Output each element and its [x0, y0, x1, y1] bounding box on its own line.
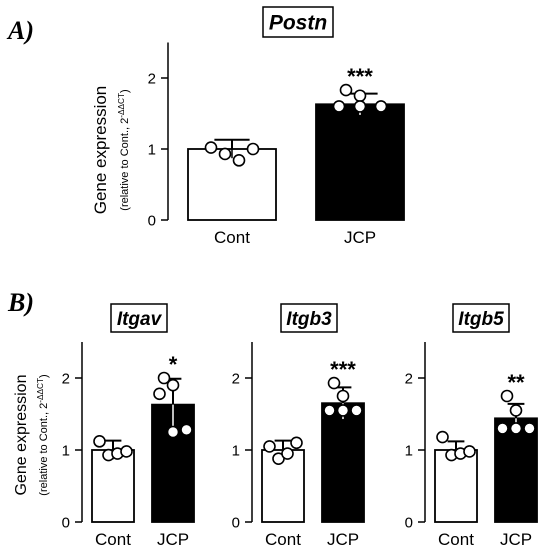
gene-title-box [280, 303, 338, 333]
y-tick-label: 1 [405, 442, 413, 459]
data-point [232, 154, 246, 167]
y-axis-sublabel: (relative to Cont., 2-ΔΔCT) [36, 374, 50, 495]
data-point [332, 100, 346, 113]
gene-title-box [262, 6, 334, 38]
data-point [166, 425, 180, 439]
y-tick-label: 0 [405, 514, 413, 531]
y-tick-label: 0 [232, 514, 240, 531]
data-point [339, 83, 353, 97]
panel-a-label: A) [6, 16, 34, 45]
significance-marker: * [169, 352, 178, 377]
category-label: Cont [95, 530, 131, 549]
y-tick-label: 2 [232, 370, 240, 387]
y-axis-sublabel-prefix: (relative to Cont., 2 [119, 118, 131, 211]
category-label: Cont [438, 530, 474, 549]
bar-jcp [315, 103, 405, 221]
significance-marker: *** [330, 357, 356, 382]
data-point [204, 141, 218, 154]
y-axis-label: Gene expression [91, 86, 110, 215]
y-tick-label: 2 [148, 70, 156, 87]
data-point [436, 430, 449, 444]
gene-title-box [110, 303, 168, 333]
y-tick-label: 1 [148, 141, 156, 158]
y-axis-sublabel: (relative to Cont., 2-ΔΔCT) [117, 89, 131, 210]
bar-cont [91, 449, 135, 523]
data-point [290, 436, 303, 450]
data-point [246, 142, 260, 156]
data-point [166, 378, 180, 392]
data-point [180, 423, 193, 437]
data-point [509, 422, 523, 435]
data-point [353, 89, 367, 103]
data-point [496, 422, 509, 435]
category-label: JCP [327, 530, 359, 549]
y-tick-label: 1 [232, 442, 240, 459]
category-label: JCP [344, 228, 376, 247]
gene-title: Itgav [117, 309, 163, 330]
data-point [523, 422, 536, 435]
data-point [263, 440, 276, 453]
data-point [327, 376, 341, 390]
category-label: JCP [157, 530, 189, 549]
data-point [500, 389, 514, 403]
data-point [350, 404, 363, 417]
y-tick-label: 1 [62, 442, 70, 459]
bar-cont [187, 148, 277, 221]
y-tick-label: 2 [62, 370, 70, 387]
y-tick-label: 2 [405, 370, 413, 387]
y-tick-label: 0 [62, 514, 70, 531]
panel-b-label: B) [7, 288, 34, 317]
significance-marker: ** [507, 370, 525, 395]
panel-itgb5: Itgb5 0 1 2 Cont JCP ** [405, 303, 538, 549]
y-axis-sublabel-suffix: ) [119, 89, 131, 93]
data-point [509, 404, 523, 417]
data-point [153, 387, 166, 401]
y-axis-sublabel-exp: -ΔΔCT [36, 378, 45, 403]
data-point [374, 100, 388, 113]
data-point [120, 445, 133, 458]
data-point [323, 404, 336, 417]
data-point [93, 435, 106, 448]
category-label: Cont [214, 228, 250, 247]
bar-cont [434, 449, 478, 523]
bar-jcp [321, 402, 365, 523]
y-tick-label: 0 [148, 212, 156, 229]
data-point [336, 404, 350, 417]
data-point [281, 447, 294, 460]
data-point [157, 371, 171, 385]
gene-title: Postn [269, 12, 327, 35]
data-point [336, 389, 350, 403]
y-axis-sublabel-suffix: ) [38, 374, 50, 378]
y-axis-sublabel-prefix: (relative to Cont., 2 [38, 403, 50, 496]
data-point [218, 147, 232, 161]
significance-marker: *** [347, 64, 373, 89]
panel-itgav: Itgav 0 1 2 Cont JCP * Gene expression (relative… [13, 303, 195, 549]
bar-jcp [494, 417, 538, 523]
category-label: Cont [265, 530, 301, 549]
panel-itgb3: Itgb3 0 1 2 Cont JCP *** [232, 303, 365, 549]
data-point [353, 100, 367, 113]
y-axis-sublabel-exp: -ΔΔCT [117, 93, 126, 118]
panel-postn: Postn 0 1 2 Cont JCP *** Gene expression (relati… [91, 6, 405, 247]
y-axis-label: Gene expression [13, 375, 30, 496]
data-point [463, 445, 476, 458]
gene-title: Itgb3 [286, 309, 332, 330]
gene-title: Itgb5 [458, 309, 504, 330]
gene-title-box [452, 303, 510, 333]
category-label: JCP [500, 530, 532, 549]
